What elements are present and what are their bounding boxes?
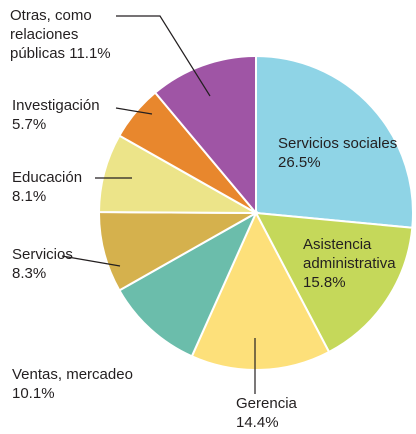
pie-slice bbox=[190, 210, 331, 371]
pie-slice bbox=[254, 211, 414, 354]
value-label: 14.4% bbox=[236, 414, 279, 431]
value-label: 10.1% bbox=[12, 385, 55, 402]
category-label: Asistencia administrativa bbox=[303, 236, 396, 272]
slice-label: Ventas, mercadeo 10.1% bbox=[12, 365, 172, 403]
slice-label: Educación 8.1% bbox=[12, 168, 112, 206]
slice-label: Otras, como relaciones públicas 11.1% bbox=[10, 6, 128, 63]
value-label: 8.3% bbox=[12, 265, 47, 282]
category-label: Servicios sociales bbox=[278, 135, 398, 152]
slice-label: Asistencia administrativa 15.8% bbox=[303, 235, 416, 292]
category-label: Otras, como relaciones públicas bbox=[10, 7, 92, 62]
pie-slice bbox=[153, 54, 257, 216]
category-label: Educación bbox=[12, 169, 83, 186]
value-label: 15.8% bbox=[303, 274, 346, 291]
category-label: Investigación bbox=[12, 97, 100, 114]
value-label: 8.1% bbox=[12, 188, 47, 205]
pie-slice bbox=[118, 210, 259, 358]
pie-slice bbox=[255, 54, 414, 229]
leader-line bbox=[116, 15, 211, 97]
category-label: Ventas, mercadeo bbox=[12, 366, 133, 383]
slice-label: Investigación 5.7% bbox=[12, 96, 122, 134]
value-label: 26.5% bbox=[278, 154, 321, 171]
leader-line bbox=[61, 255, 121, 267]
slice-label: Gerencia 14.4% bbox=[236, 394, 336, 432]
value-label: 11.1% bbox=[69, 45, 111, 62]
pie bbox=[97, 54, 414, 371]
slice-label: Servicios sociales 26.5% bbox=[278, 134, 413, 172]
value-label: 5.7% bbox=[12, 116, 47, 133]
leader-line bbox=[115, 107, 153, 115]
slice-label: Servicios 8.3% bbox=[12, 245, 112, 283]
category-label: Gerencia bbox=[236, 395, 297, 412]
category-label: Servicios bbox=[12, 246, 73, 263]
